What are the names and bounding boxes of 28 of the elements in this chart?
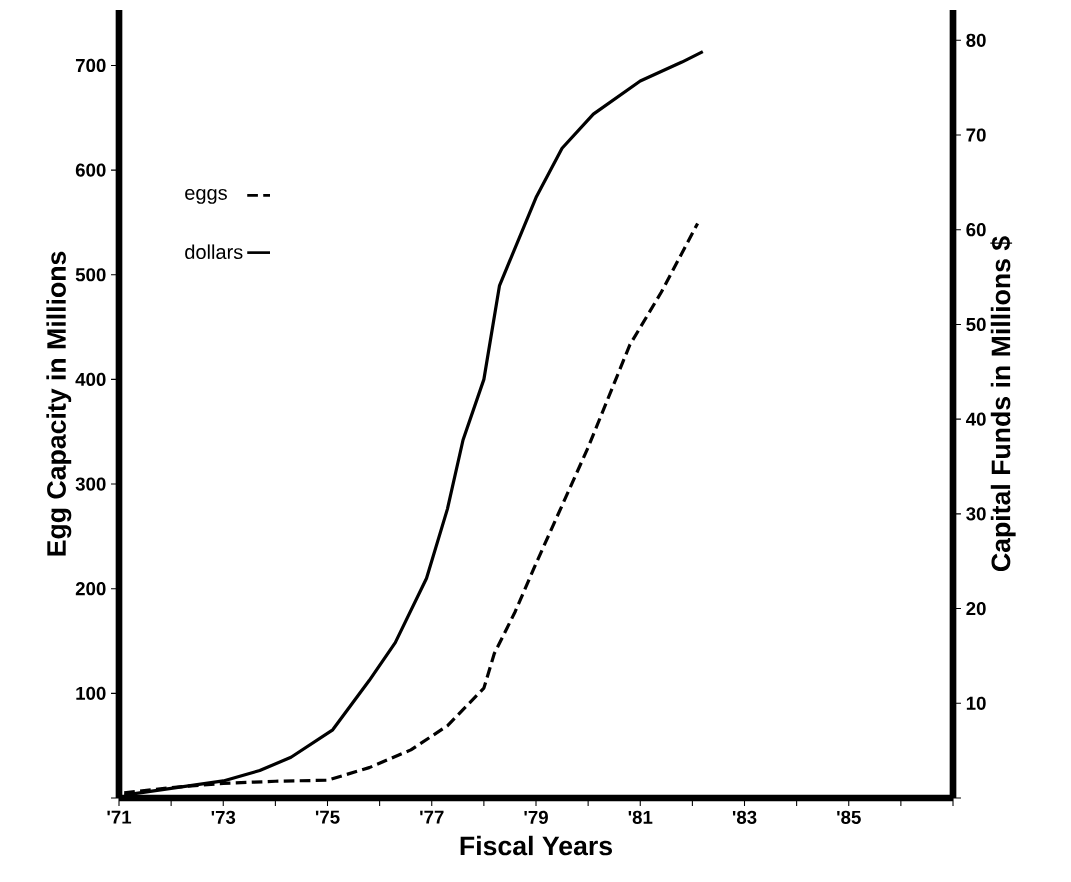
x-tick-label: '73 — [211, 810, 236, 824]
x-axis-title: Fiscal Years — [460, 835, 612, 856]
y2-tick-label: 30 — [966, 507, 986, 521]
legend-label: dollars — [185, 244, 243, 260]
y-tick-label: 700 — [75, 58, 106, 73]
y2-axis-title: Capital Funds in Millions $ — [990, 236, 1016, 572]
y2-tick-label: 60 — [966, 223, 986, 237]
y-tick-label: 100 — [76, 686, 106, 700]
y2-tick-label: 50 — [966, 317, 986, 332]
y-tick-label: 500 — [75, 268, 106, 282]
y2-tick-label: 10 — [966, 696, 986, 710]
y2-tick-label: 40 — [965, 412, 986, 426]
y2-tick-label: 70 — [966, 128, 986, 142]
x-tick-label: '85 — [837, 810, 861, 824]
x-tick-label: '75 — [315, 810, 340, 824]
x-tick-label: '83 — [732, 810, 757, 824]
y-tick-label: 300 — [75, 477, 106, 491]
y2-tick-label: 80 — [966, 33, 986, 47]
y2-tick-label: 20 — [966, 601, 986, 616]
x-tick-label: '77 — [420, 810, 444, 824]
x-tick-label: '79 — [524, 810, 548, 824]
y-axis-title: Egg Capacity in Millions — [46, 251, 72, 556]
y-tick-label: 400 — [75, 372, 106, 387]
x-tick-label: '81 — [628, 810, 653, 824]
legend-label: eggs — [185, 188, 227, 204]
y-tick-label: 200 — [75, 582, 106, 596]
y-tick-label: 600 — [75, 163, 106, 177]
x-tick-label: '71 — [107, 810, 132, 824]
